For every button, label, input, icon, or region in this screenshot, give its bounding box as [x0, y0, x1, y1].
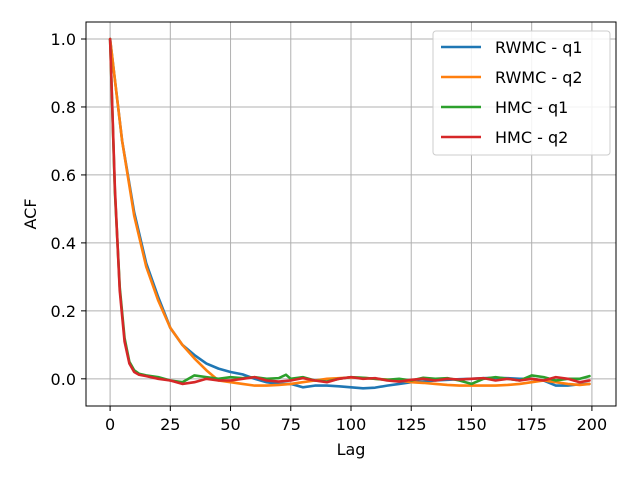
series-layer — [108, 37, 591, 390]
y-tick-label: 0.0 — [51, 370, 76, 389]
x-tick-label: 0 — [105, 415, 115, 434]
x-tick-label: 50 — [220, 415, 240, 434]
y-tick-label: 1.0 — [51, 30, 76, 49]
legend-label: HMC - q1 — [495, 98, 568, 117]
x-tick-label: 25 — [160, 415, 180, 434]
x-axis-label: Lag — [337, 440, 366, 459]
x-tick-label: 200 — [577, 415, 608, 434]
y-axis-label: ACF — [21, 198, 40, 229]
y-axis: 0.0 0.2 0.4 0.6 0.8 1.0 — [51, 30, 86, 389]
legend: RWMC - q1 RWMC - q2 HMC - q1 HMC - q2 — [432, 30, 611, 156]
x-tick-label: 175 — [516, 415, 547, 434]
legend-label: RWMC - q2 — [495, 68, 583, 87]
y-tick-label: 0.4 — [51, 234, 76, 253]
series-line-hmc-q2 — [108, 37, 591, 386]
x-tick-label: 125 — [396, 415, 427, 434]
y-tick-label: 0.6 — [51, 166, 76, 185]
x-tick-label: 75 — [281, 415, 301, 434]
x-tick-label: 150 — [456, 415, 487, 434]
y-tick-label: 0.8 — [51, 98, 76, 117]
x-tick-label: 100 — [336, 415, 367, 434]
legend-label: HMC - q2 — [495, 128, 568, 147]
x-axis: 0 25 50 75 100 125 150 175 200 — [105, 406, 607, 434]
legend-box — [432, 30, 611, 156]
legend-label: RWMC - q1 — [495, 38, 583, 57]
y-tick-label: 0.2 — [51, 302, 76, 321]
